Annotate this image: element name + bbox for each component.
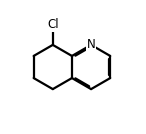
Text: N: N <box>87 38 95 51</box>
Text: Cl: Cl <box>47 18 59 31</box>
